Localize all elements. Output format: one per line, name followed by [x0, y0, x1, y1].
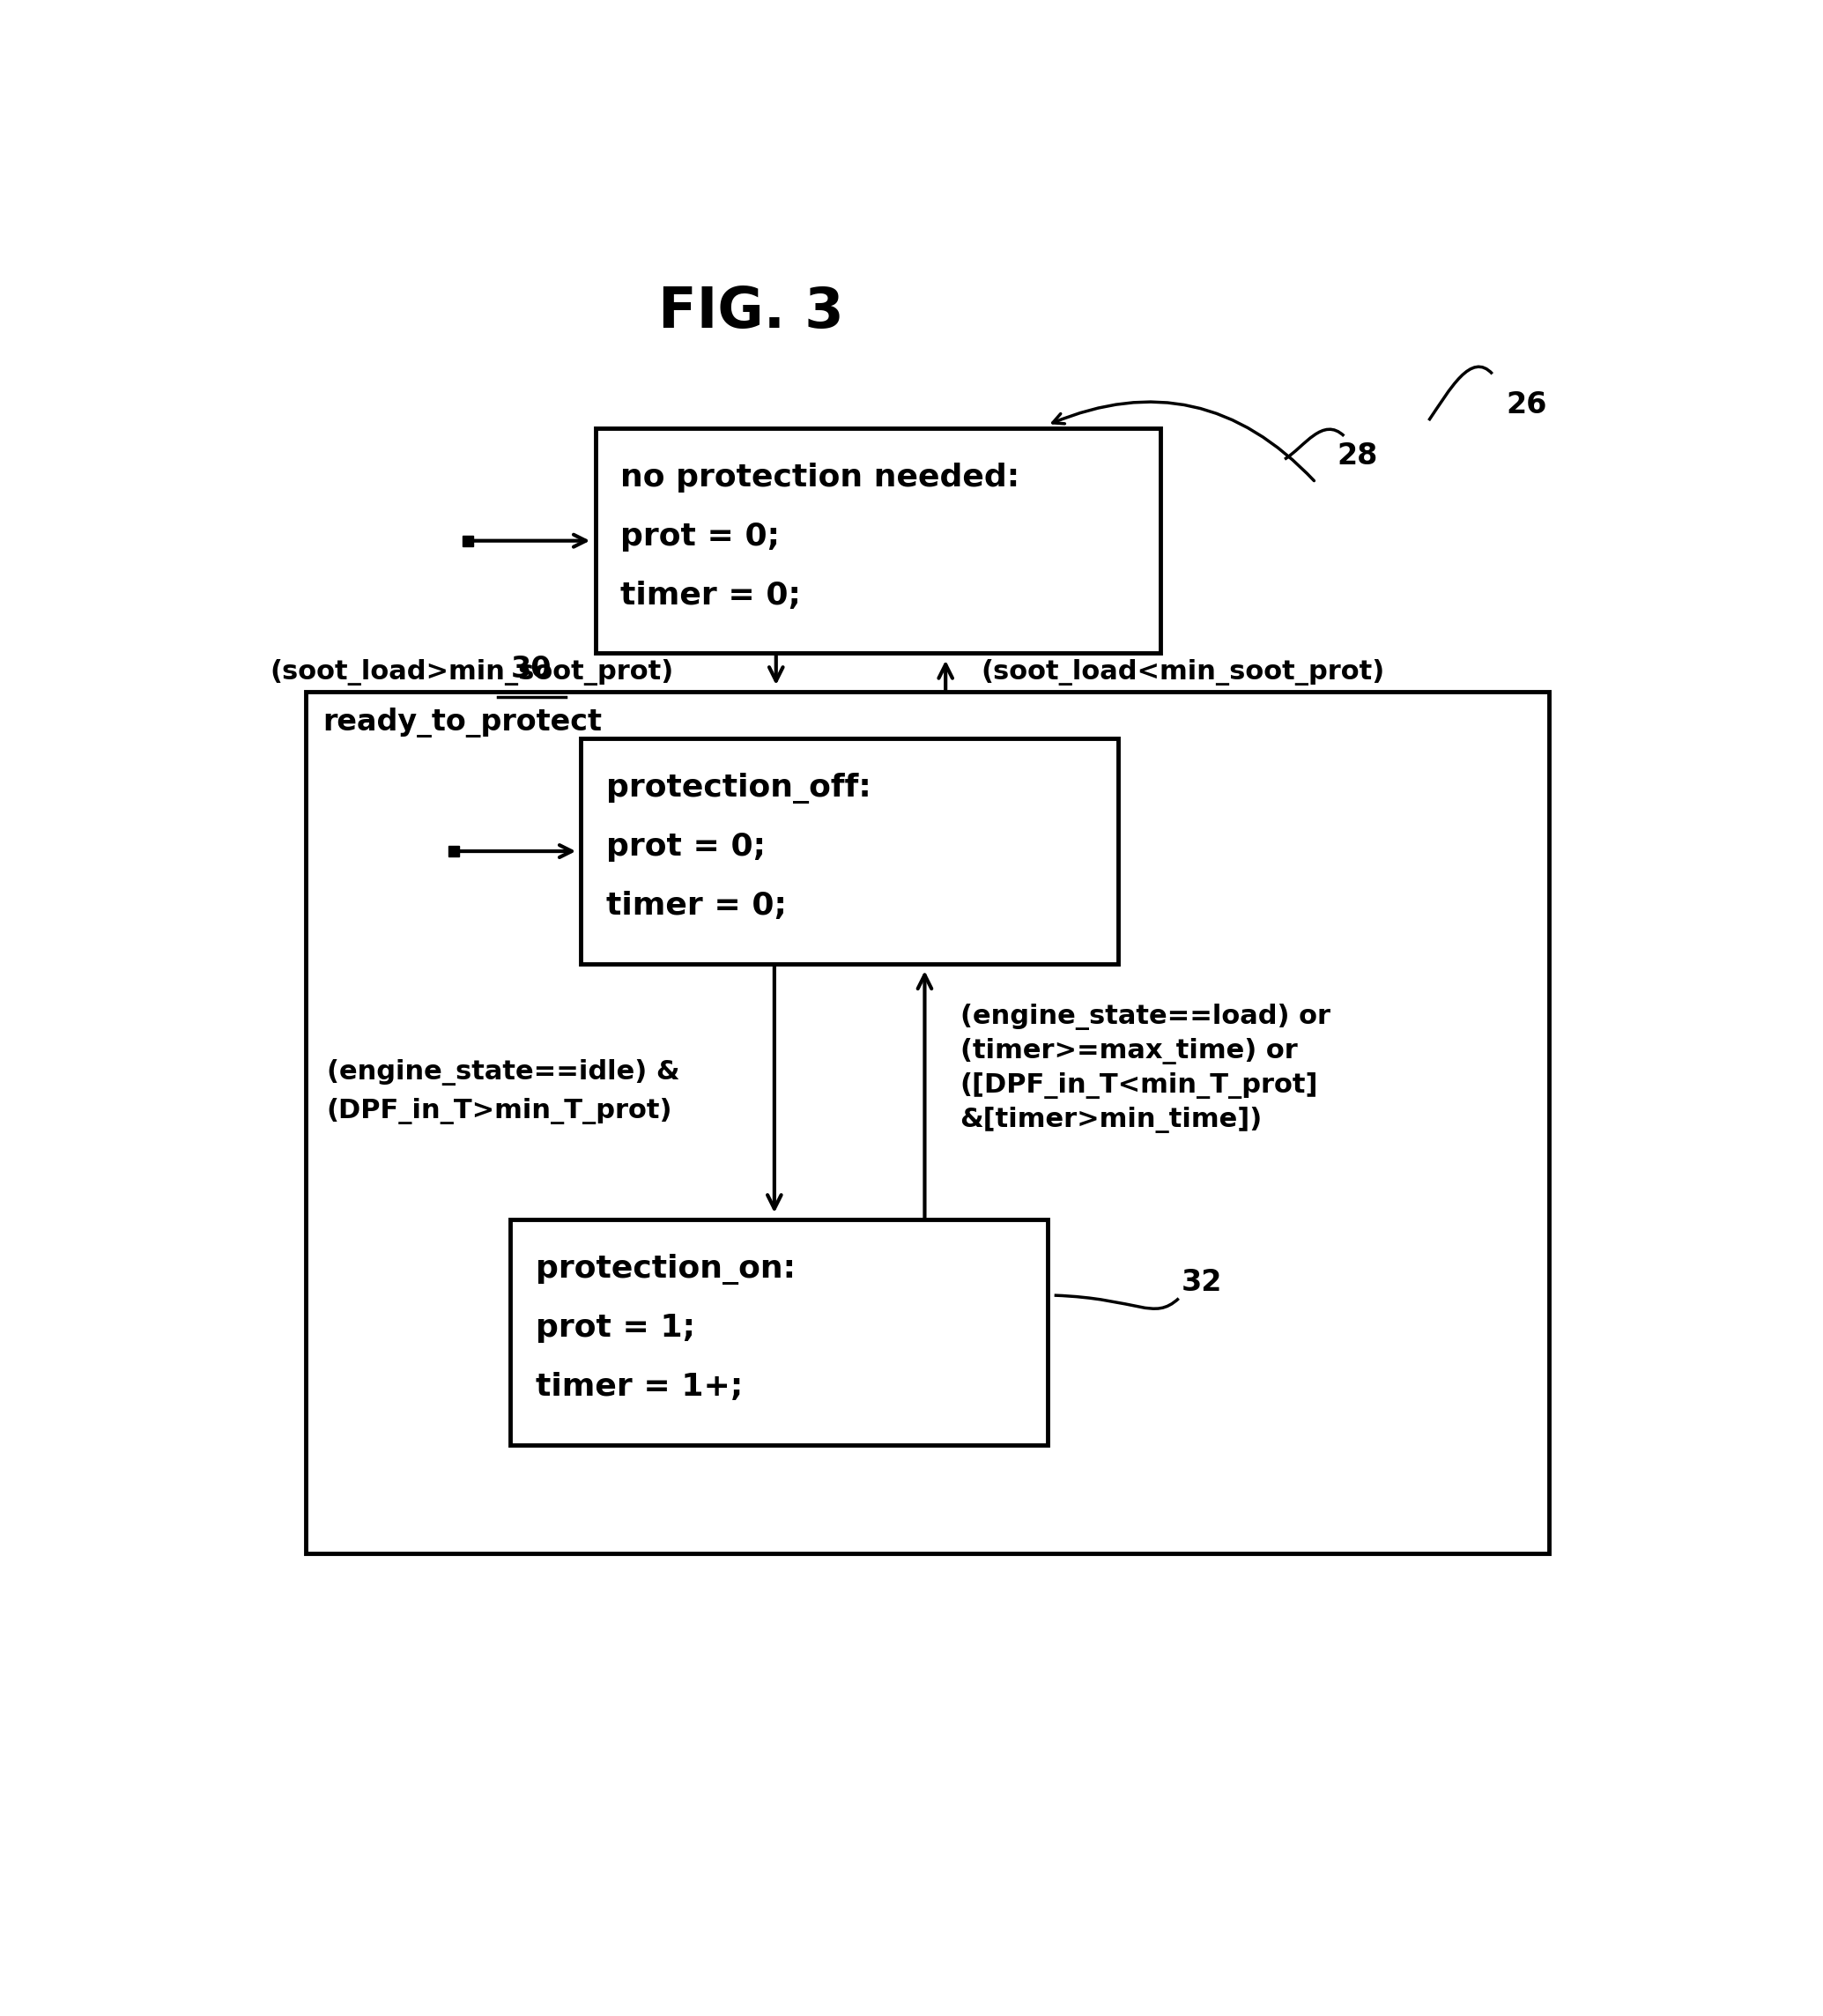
- Text: (engine_state==idle) &
(DPF_in_T>min_T_prot): (engine_state==idle) & (DPF_in_T>min_T_p…: [326, 1058, 680, 1125]
- Text: prot = 0;: prot = 0;: [620, 522, 780, 550]
- Text: timer = 1+;: timer = 1+;: [536, 1373, 744, 1401]
- Text: (engine_state==load) or
(timer>=max_time) or
([DPF_in_T<min_T_prot]
&[timer>min_: (engine_state==load) or (timer>=max_time…: [961, 1004, 1331, 1133]
- Text: 26: 26: [1506, 391, 1548, 419]
- Text: ready_to_protect: ready_to_protect: [323, 708, 602, 738]
- Text: timer = 0;: timer = 0;: [607, 891, 788, 921]
- Bar: [306, 691, 1550, 1554]
- Text: (soot_load>min_soot_prot): (soot_load>min_soot_prot): [270, 659, 675, 685]
- Bar: [510, 1220, 1048, 1445]
- Text: 30: 30: [510, 655, 552, 683]
- Text: (soot_load<min_soot_prot): (soot_load<min_soot_prot): [981, 659, 1385, 685]
- Text: 28: 28: [1336, 442, 1378, 470]
- Text: 32: 32: [1181, 1268, 1223, 1298]
- Text: prot = 0;: prot = 0;: [607, 833, 766, 861]
- Bar: [596, 427, 1161, 653]
- Text: FIG. 3: FIG. 3: [658, 284, 844, 339]
- Bar: [582, 738, 1117, 964]
- Text: protection_off:: protection_off:: [607, 772, 871, 804]
- Text: prot = 1;: prot = 1;: [536, 1312, 695, 1343]
- Text: protection_on:: protection_on:: [536, 1254, 797, 1284]
- Text: no protection needed:: no protection needed:: [620, 462, 1019, 492]
- Text: timer = 0;: timer = 0;: [620, 581, 800, 611]
